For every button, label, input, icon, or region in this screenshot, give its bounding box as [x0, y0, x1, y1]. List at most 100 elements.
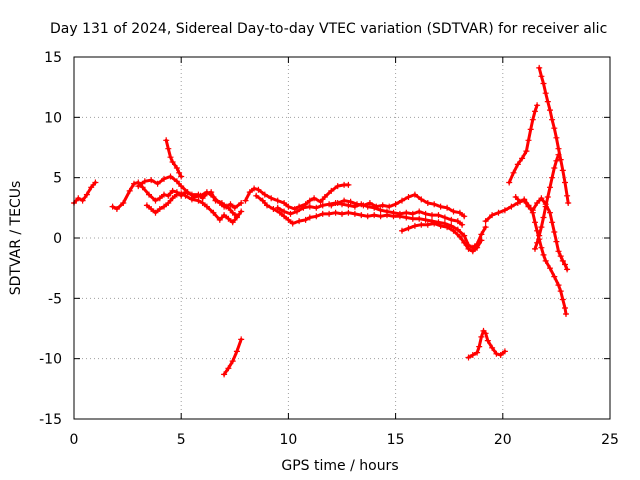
- data-point: [319, 210, 326, 217]
- data-point: [274, 197, 281, 204]
- data-point: [285, 203, 292, 210]
- data-point: [547, 265, 553, 272]
- data-point: [148, 177, 155, 184]
- x-tick-label: 0: [70, 432, 79, 448]
- data-point: [559, 296, 566, 303]
- data-point: [300, 204, 307, 211]
- data-point: [285, 216, 292, 223]
- x-tick-label: 5: [177, 432, 186, 448]
- data-point: [184, 189, 191, 196]
- data-point: [165, 200, 172, 206]
- data-point: [506, 179, 513, 186]
- data-point: [540, 251, 547, 258]
- data-point: [559, 257, 566, 264]
- data-point: [216, 216, 223, 223]
- grid: [74, 57, 610, 419]
- y-tick-label: 10: [44, 110, 62, 126]
- data-point: [306, 197, 313, 204]
- series-arc-12: [465, 327, 508, 361]
- data-point: [328, 202, 335, 209]
- data-point: [358, 212, 365, 219]
- data-point: [562, 179, 568, 186]
- data-point: [484, 337, 491, 344]
- data-point: [461, 232, 468, 239]
- series-trace: [254, 194, 488, 250]
- data-point: [169, 195, 176, 202]
- series-arc-5: [163, 137, 185, 180]
- data-point: [431, 220, 438, 227]
- data-point: [538, 195, 545, 202]
- x-tick-labels: 0 5 10 15 20 25: [70, 432, 619, 448]
- data-point: [563, 311, 569, 317]
- data-point: [377, 213, 384, 220]
- data-point: [143, 202, 150, 209]
- data-point: [544, 98, 551, 105]
- data-point: [536, 232, 543, 239]
- data-point: [165, 192, 172, 199]
- series-arc-10: [328, 191, 468, 220]
- chart-title: Day 131 of 2024, Sidereal Day-to-day VTE…: [50, 21, 607, 37]
- data-point: [501, 207, 508, 214]
- data-point: [221, 212, 228, 219]
- x-tick-label: 25: [601, 432, 619, 448]
- data-point: [461, 213, 468, 220]
- data-point: [547, 184, 553, 191]
- data-point: [296, 218, 303, 225]
- x-tick-label: 15: [387, 432, 405, 448]
- data-point: [416, 215, 423, 222]
- data-point: [424, 221, 431, 228]
- data-point: [547, 107, 553, 114]
- data-point: [182, 192, 189, 199]
- data-point: [113, 206, 120, 212]
- data-point: [146, 191, 152, 198]
- data-point: [551, 125, 558, 132]
- data-point: [478, 333, 485, 340]
- data-point: [497, 352, 504, 358]
- data-point: [109, 203, 116, 210]
- data-point: [210, 194, 217, 200]
- data-point: [328, 187, 335, 194]
- data-point: [371, 212, 378, 219]
- data-point: [405, 194, 412, 200]
- data-point: [176, 169, 183, 176]
- data-point: [547, 209, 553, 216]
- data-point: [534, 200, 541, 206]
- data-point: [411, 222, 418, 229]
- data-point: [229, 358, 236, 365]
- data-point: [465, 354, 472, 361]
- data-point: [345, 202, 352, 209]
- data-point: [501, 348, 508, 355]
- data-point: [450, 208, 457, 215]
- series-arc-11: [399, 220, 485, 255]
- data-point: [562, 261, 568, 268]
- data-point: [416, 208, 423, 215]
- data-point: [555, 248, 562, 255]
- data-point: [448, 216, 455, 223]
- data-point: [529, 207, 536, 214]
- data-point: [313, 213, 320, 220]
- data-point: [233, 213, 240, 220]
- data-point: [534, 102, 541, 109]
- data-point: [161, 175, 167, 182]
- data-point: [334, 183, 341, 190]
- data-point: [317, 198, 324, 205]
- data-point: [538, 244, 545, 251]
- series-trace: [507, 103, 539, 184]
- data-point: [409, 210, 416, 217]
- data-point: [294, 208, 300, 215]
- data-point: [169, 187, 176, 194]
- data-point: [311, 195, 318, 202]
- data-point: [216, 200, 223, 206]
- data-point: [523, 148, 530, 155]
- series-arc-7: [242, 181, 352, 212]
- y-tick-labels: -15 -10 -5 0 5 10 15: [39, 50, 62, 428]
- data-point: [261, 191, 268, 198]
- data-point: [553, 157, 560, 164]
- y-tick-label: -10: [39, 352, 62, 368]
- data-point: [482, 218, 489, 225]
- data-point: [178, 183, 185, 190]
- series-arc-4: [135, 173, 240, 220]
- data-point: [167, 154, 174, 161]
- data-point: [135, 183, 142, 190]
- data-point: [191, 194, 198, 200]
